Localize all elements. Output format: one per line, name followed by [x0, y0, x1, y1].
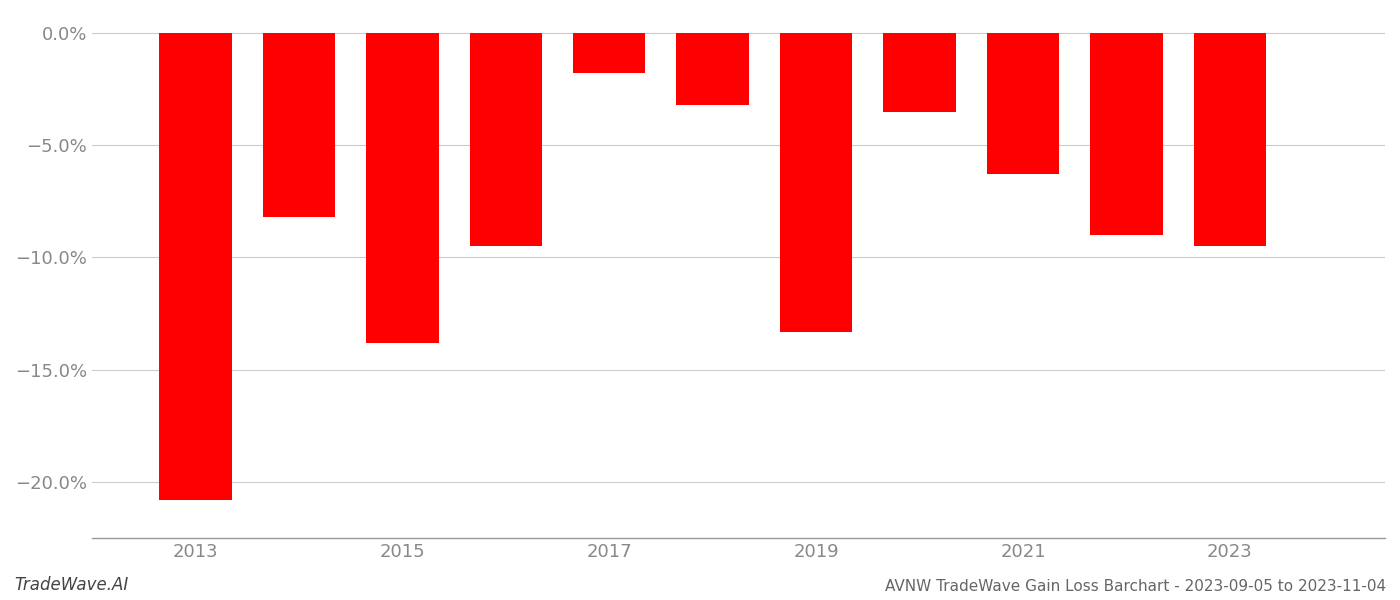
Bar [1091, 33, 1162, 235]
Bar [469, 33, 542, 246]
Text: TradeWave.AI: TradeWave.AI [14, 576, 129, 594]
Bar [1194, 33, 1266, 246]
Bar [573, 33, 645, 73]
Text: AVNW TradeWave Gain Loss Barchart - 2023-09-05 to 2023-11-04: AVNW TradeWave Gain Loss Barchart - 2023… [885, 579, 1386, 594]
Bar [987, 33, 1060, 175]
Bar [780, 33, 853, 332]
Bar [883, 33, 956, 112]
Bar [160, 33, 231, 500]
Bar [263, 33, 335, 217]
Bar [676, 33, 749, 105]
Bar [367, 33, 438, 343]
